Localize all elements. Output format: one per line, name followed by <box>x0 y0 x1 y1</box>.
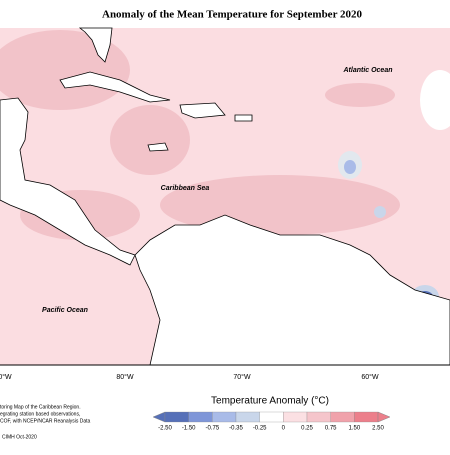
longitude-label: 0°W <box>0 373 12 381</box>
anomaly-patch <box>420 70 450 130</box>
puerto-rico <box>234 114 253 122</box>
colorbar-segment <box>212 411 237 423</box>
colorbar-segment <box>235 411 260 423</box>
longitude-labels: 0°W 80°W 70°W 60°W <box>0 373 379 381</box>
colorbar-segment <box>164 411 189 423</box>
ocean-label: Atlantic Ocean <box>342 67 392 74</box>
title: Anomaly of the Mean Temperature for Sept… <box>102 9 362 21</box>
florida <box>78 27 113 63</box>
colorbar-segment <box>188 411 213 423</box>
anomaly-patch <box>374 206 386 218</box>
colorbar-segment <box>330 411 355 423</box>
colorbar-segment <box>259 411 284 423</box>
anomaly-patch <box>344 160 356 174</box>
colorbar-end <box>152 411 166 423</box>
jamaica <box>147 142 169 152</box>
longitude-label: 70°W <box>233 373 251 381</box>
colorbar-label: -0.35 <box>229 426 243 432</box>
central-america <box>0 97 136 266</box>
colorbar-segment <box>354 411 379 423</box>
colorbar-end <box>377 411 391 423</box>
colorbar-label: 0 <box>282 426 286 432</box>
colorbar: -2.50 -1.50 -0.75 -0.35 -0.25 0 0.25 0.75 1.50 2.… <box>152 411 391 432</box>
colorbar-label: -1.50 <box>182 426 196 432</box>
south-america <box>134 214 450 366</box>
longitude-label: 60°W <box>361 373 379 381</box>
colorbar-label: 1.50 <box>348 426 360 432</box>
colorbar-label: 2.50 <box>372 426 384 432</box>
hispaniola <box>179 102 226 119</box>
anomaly-patch <box>110 105 190 175</box>
colorbar-label: -0.75 <box>205 426 219 432</box>
longitude-label: 80°W <box>116 373 134 381</box>
ocean-label: Caribbean Sea <box>161 185 210 192</box>
ocean-label: Pacific Ocean <box>42 307 88 314</box>
colorbar-label: 0.75 <box>325 426 337 432</box>
footnote-line: egrating station based observations, <box>0 411 80 417</box>
anomaly-patch <box>325 83 395 107</box>
colorbar-label: -0.25 <box>253 426 267 432</box>
colorbar-label: 0.25 <box>301 426 313 432</box>
footnote-line: toring Map of the Caribbean Region. <box>0 404 81 410</box>
legend-title: Temperature Anomaly (°C) <box>211 396 329 407</box>
colorbar-segment <box>283 411 308 423</box>
colorbar-label: -2.50 <box>158 426 172 432</box>
map-area: Atlantic Ocean Caribbean Sea Pacific Oce… <box>0 27 450 366</box>
credit: CIMH Oct-2020 <box>2 434 37 440</box>
cuba <box>59 71 171 103</box>
footnote-line: COF, with NCEP/NCAR Reanalysis Data <box>0 418 91 424</box>
colorbar-segment <box>306 411 331 423</box>
footnote: toring Map of the Caribbean Region.egrat… <box>0 404 91 424</box>
